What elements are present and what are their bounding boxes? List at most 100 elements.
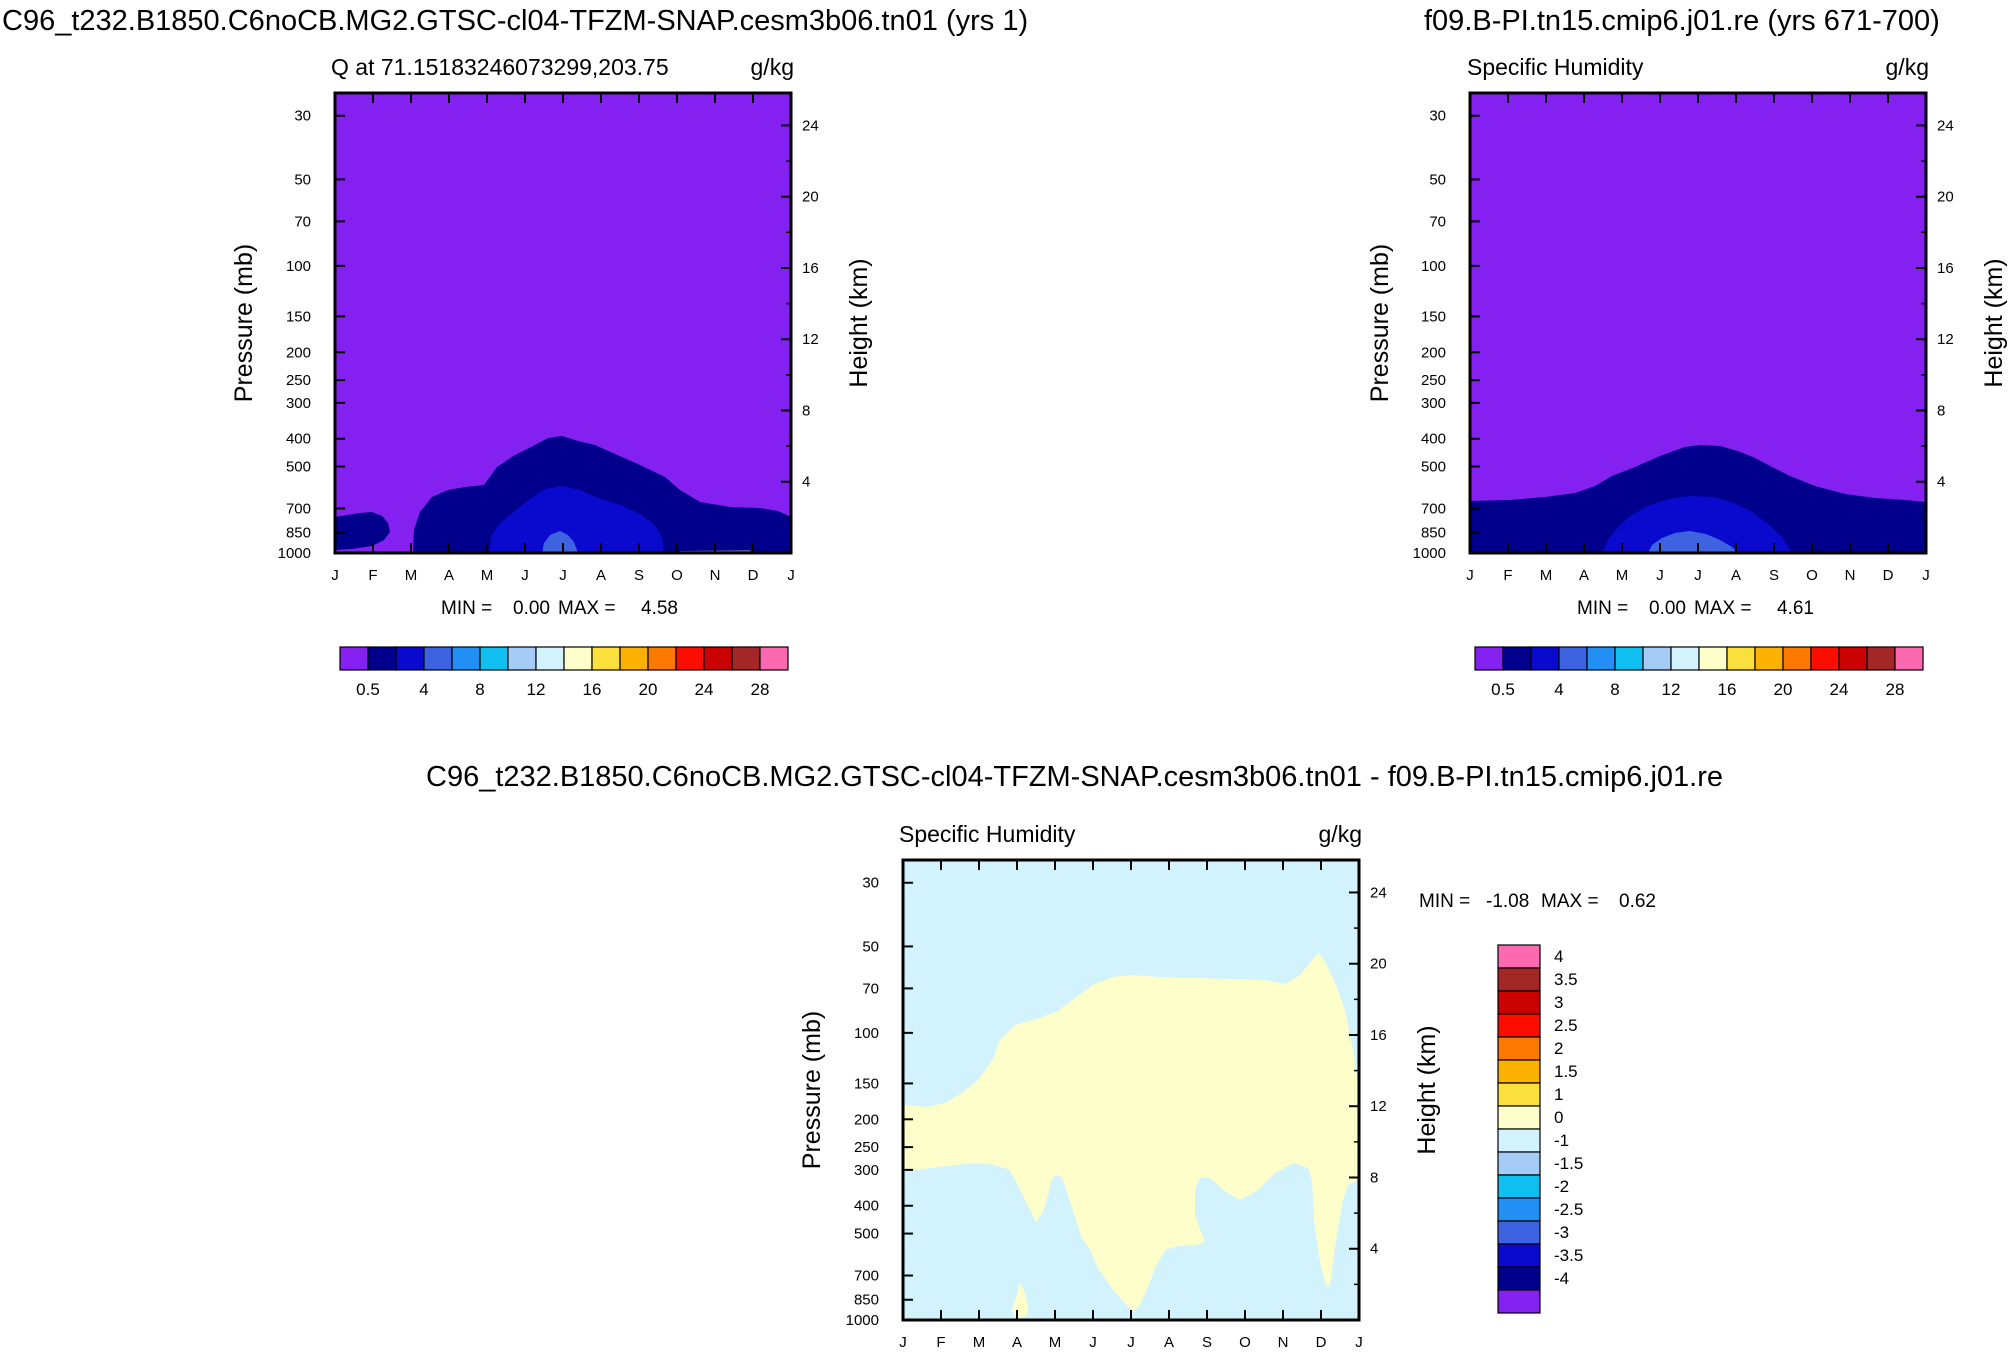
- diff-xtick-label: O: [1239, 1334, 1251, 1351]
- diff-pressure-tick-label: 850: [854, 1292, 879, 1309]
- right-colorbar-box: [1838, 646, 1868, 671]
- diff-min-value: -1.08: [1486, 891, 1529, 912]
- diff-colorbar-label: -4: [1554, 1269, 1569, 1288]
- diff-colorbar-box: [1497, 1197, 1541, 1222]
- right-case-title: f09.B-PI.tn15.cmip6.j01.re (yrs 671-700): [1424, 5, 1940, 37]
- diff-xtick-label: M: [1049, 1334, 1062, 1351]
- right-pressure-tick-label: 850: [1421, 525, 1446, 542]
- left-max-value: 4.58: [641, 598, 678, 619]
- diff-height-tick-label: 8: [1370, 1169, 1378, 1186]
- diff-colorbar-box: [1497, 1105, 1541, 1130]
- left-colorbar-box: [367, 646, 397, 671]
- left-colorbar-box: [759, 646, 789, 671]
- left-pressure-tick-label: 500: [286, 459, 311, 476]
- right-pressure-tick-label: 70: [1429, 213, 1446, 230]
- right-colorbar-box: [1502, 646, 1532, 671]
- right-colorbar-box: [1698, 646, 1728, 671]
- left-height-axis-label: Height (km): [845, 258, 873, 387]
- right-height-tick-label: 24: [1937, 117, 1954, 134]
- left-xtick-label: J: [331, 567, 339, 584]
- left-subtitle: Q at 71.15183246073299,203.75: [331, 54, 669, 80]
- difference-title: C96_t232.B1850.C6noCB.MG2.GTSC-cl04-TFZM…: [426, 761, 1723, 793]
- right-colorbar-label: 4: [1554, 680, 1563, 699]
- right-pressure-tick-label: 150: [1421, 308, 1446, 325]
- left-height-tick-label: 24: [802, 117, 819, 134]
- left-axis-ticks: J F M A M J J A S O N D J 30 50 70 100 150 200 250 300 400 500…: [278, 93, 819, 584]
- left-xtick-label: A: [596, 567, 606, 584]
- right-height-tick-label: 8: [1937, 402, 1945, 419]
- diff-height-tick-label: 4: [1370, 1241, 1378, 1258]
- diff-colorbar-label: 3.5: [1554, 970, 1578, 989]
- right-colorbar-box: [1810, 646, 1840, 671]
- diff-colorbar-box: [1497, 1220, 1541, 1245]
- diff-xtick-label: M: [973, 1334, 986, 1351]
- right-xtick-label: O: [1806, 567, 1818, 584]
- diff-subtitle: Specific Humidity: [899, 821, 1076, 847]
- left-height-tick-label: 4: [802, 474, 810, 491]
- left-pressure-tick-label: 30: [294, 108, 311, 125]
- right-colorbar-label: 20: [1774, 680, 1793, 699]
- diff-pressure-tick-label: 250: [854, 1139, 879, 1156]
- diff-colorbar-box: [1497, 967, 1541, 992]
- right-colorbar-label: 12: [1662, 680, 1681, 699]
- right-xtick-label: J: [1922, 567, 1930, 584]
- right-max-label: MAX =: [1694, 598, 1752, 619]
- right-colorbar-box: [1782, 646, 1812, 671]
- right-pressure-tick-label: 1000: [1413, 545, 1446, 562]
- left-colorbar-box: [563, 646, 593, 671]
- right-xtick-label: A: [1579, 567, 1589, 584]
- diff-colorbar-label: -3.5: [1554, 1246, 1583, 1265]
- diff-pressure-tick-label: 70: [862, 980, 879, 997]
- diff-axis-ticks: J F M A M J J A S O N D J 30 50 70 100 150 200 250 300 400 500…: [846, 860, 1387, 1351]
- left-pressure-tick-label: 150: [286, 308, 311, 325]
- right-pressure-tick-label: 700: [1421, 501, 1446, 518]
- diff-pressure-tick-label: 50: [862, 938, 879, 955]
- diff-colorbar-box: [1497, 990, 1541, 1015]
- diff-colorbar-label: 1: [1554, 1085, 1563, 1104]
- diff-pressure-axis-label: Pressure (mb): [798, 1011, 826, 1169]
- left-max-label: MAX =: [558, 598, 616, 619]
- left-xtick-label: J: [559, 567, 567, 584]
- left-xtick-label: N: [710, 567, 721, 584]
- diff-xtick-label: N: [1278, 1334, 1289, 1351]
- right-colorbar-box: [1894, 646, 1924, 671]
- right-colorbar-label: 24: [1830, 680, 1849, 699]
- left-colorbar-box: [591, 646, 621, 671]
- left-pressure-tick-label: 50: [294, 171, 311, 188]
- diff-colorbar-box: [1497, 1013, 1541, 1038]
- left-xtick-label: J: [787, 567, 795, 584]
- left-xtick-label: S: [634, 567, 644, 584]
- right-contours: [1470, 445, 1926, 553]
- left-colorbar-label: 4: [419, 680, 428, 699]
- right-xtick-label: D: [1883, 567, 1894, 584]
- diff-max-label: MAX =: [1541, 891, 1599, 912]
- right-colorbar-box: [1670, 646, 1700, 671]
- left-contour-8-12: [542, 531, 578, 553]
- diff-pressure-tick-label: 700: [854, 1268, 879, 1285]
- diff-xtick-label: S: [1202, 1334, 1212, 1351]
- left-colorbar-label: 0.5: [356, 680, 380, 699]
- right-pressure-tick-label: 500: [1421, 459, 1446, 476]
- left-colorbar-box: [675, 646, 705, 671]
- diff-height-tick-label: 20: [1370, 956, 1387, 973]
- left-colorbar-box: [619, 646, 649, 671]
- left-colorbar-box: [703, 646, 733, 671]
- diff-colorbar-label: -1.5: [1554, 1154, 1583, 1173]
- right-colorbar-box: [1474, 646, 1504, 671]
- right-colorbar-box: [1754, 646, 1784, 671]
- right-pressure-tick-label: 100: [1421, 258, 1446, 275]
- left-contour-4-8: [489, 486, 664, 553]
- difference-panel: J F M A M J J A S O N D J305070100150200250300400500…: [798, 821, 1656, 1351]
- left-pressure-tick-label: 700: [286, 501, 311, 518]
- diff-colorbar: 4 3.5 3 2.5 2 1.5 1 0 -1 -1.5 -2 -2.5 -3 -3.5 -4: [1497, 944, 1583, 1314]
- diff-colorbar-label: -2: [1554, 1177, 1569, 1196]
- right-xtick-label: M: [1616, 567, 1629, 584]
- left-min-value: 0.00: [513, 598, 550, 619]
- left-pressure-tick-label: 850: [286, 525, 311, 542]
- right-panel: J F M A M J J A S O N D J 30 50 70 100 150 200 250 300 400 500…: [1366, 54, 2008, 699]
- right-xtick-label: A: [1731, 567, 1741, 584]
- right-min-label: MIN =: [1577, 598, 1628, 619]
- right-colorbar-box: [1558, 646, 1588, 671]
- left-xtick-label: F: [368, 567, 377, 584]
